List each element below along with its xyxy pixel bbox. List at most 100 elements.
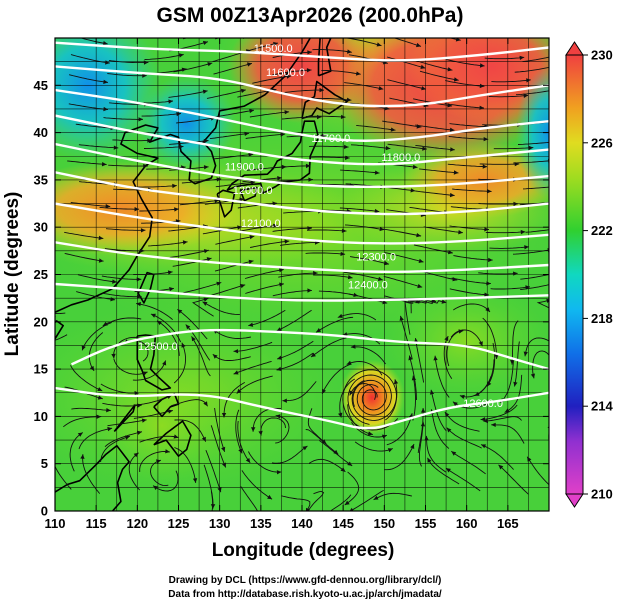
streamline [152, 470, 179, 492]
streamline [513, 160, 549, 164]
streamline [113, 358, 148, 375]
streamline [488, 94, 529, 98]
streamline [415, 338, 425, 383]
streamline-arrowhead [107, 426, 113, 432]
streamline [176, 117, 216, 124]
streamline-arrowhead [485, 307, 490, 312]
streamline [68, 74, 109, 83]
streamline [344, 471, 360, 506]
streamline [321, 363, 351, 395]
streamline [214, 407, 226, 452]
streamline-arrowhead [321, 133, 327, 138]
streamline [214, 109, 255, 118]
streamline [457, 31, 496, 36]
streamline-arrowhead [153, 485, 159, 490]
streamline-arrowhead [333, 449, 339, 455]
streamline [272, 69, 312, 76]
streamline-arrowhead [147, 138, 152, 143]
streamline-arrowhead [178, 144, 184, 149]
streamline-arrowhead [527, 456, 532, 462]
streamline-arrowhead [136, 277, 142, 282]
streamline-arrowhead [346, 360, 352, 365]
streamline-arrowhead [169, 287, 174, 292]
streamline-arrowhead [399, 315, 404, 321]
coastline-segment [226, 120, 320, 194]
streamline [280, 27, 319, 31]
height-contour [55, 114, 549, 166]
streamline [102, 402, 142, 407]
streamline-arrowhead [101, 162, 107, 167]
contour-label: 12600.0 [463, 398, 503, 410]
streamline-arrowhead [515, 29, 520, 33]
colorbar-tick-label: 222 [591, 223, 613, 238]
streamline-arrowhead [451, 451, 457, 456]
streamline-arrowhead [284, 110, 290, 115]
x-tick-label: 145 [332, 516, 354, 531]
cyclone-spiral [347, 374, 392, 425]
streamline-arrowhead [26, 307, 31, 311]
streamline [307, 408, 327, 445]
streamline [281, 495, 311, 511]
coastline-segment [137, 271, 155, 304]
streamline [450, 329, 483, 347]
streamline-arrowhead [350, 344, 356, 349]
streamline-arrowhead [275, 414, 281, 419]
streamline-arrowhead [248, 322, 254, 327]
streamline-arrowhead [97, 395, 103, 400]
streamline-arrowhead [452, 401, 458, 407]
streamline [309, 145, 349, 148]
height-contour [55, 88, 549, 142]
x-tick-label: 135 [250, 516, 272, 531]
streamline [305, 252, 346, 255]
streamline [139, 450, 170, 472]
streamline [273, 179, 313, 183]
streamline-arrowhead [338, 412, 343, 418]
streamline [419, 70, 459, 81]
streamline-arrowhead [377, 276, 383, 281]
streamline-arrowhead [203, 249, 209, 254]
streamline [522, 56, 549, 63]
streamline-arrowhead [280, 132, 286, 137]
streamline [308, 458, 346, 473]
streamline [349, 489, 384, 511]
streamline [144, 54, 184, 60]
streamline [343, 271, 383, 281]
streamline-arrowhead [453, 77, 459, 82]
streamline [448, 136, 489, 140]
height-contour [55, 171, 549, 216]
streamline-arrowhead [134, 207, 140, 212]
streamline-arrowhead [103, 79, 108, 84]
streamline-arrowhead [111, 353, 116, 359]
streamline [517, 20, 556, 27]
streamline-arrowhead [349, 390, 354, 396]
height-contour [55, 41, 549, 62]
streamline-arrowhead [474, 391, 480, 396]
streamline-arrowhead [277, 355, 282, 360]
streamline-arrowhead [273, 41, 278, 47]
streamline [215, 235, 255, 245]
streamline [520, 274, 549, 280]
streamline [491, 79, 531, 83]
streamline-arrowhead [307, 288, 312, 293]
streamline [236, 375, 273, 394]
streamline-arrowhead [483, 137, 489, 142]
colorbar-tick-label: 226 [591, 135, 613, 150]
streamline-arrowhead [207, 62, 213, 67]
streamline [192, 297, 214, 317]
streamline-arrowhead [444, 412, 450, 417]
streamline [88, 332, 104, 372]
streamline-arrowhead [202, 40, 208, 45]
streamline [550, 340, 564, 377]
streamline [248, 309, 286, 327]
streamline-arrowhead [276, 327, 282, 332]
streamline [482, 317, 498, 359]
streamline [344, 224, 385, 231]
streamline [70, 365, 103, 392]
streamline [444, 103, 485, 109]
streamline [185, 324, 211, 361]
streamline [491, 424, 525, 444]
streamline [237, 202, 278, 209]
height-contour [55, 65, 549, 108]
streamline-arrowhead [385, 145, 391, 151]
streamline [329, 494, 352, 511]
